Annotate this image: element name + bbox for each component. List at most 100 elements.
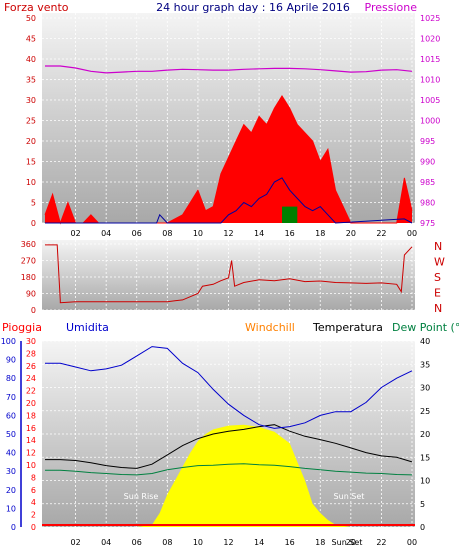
- wind-tick-label: 35: [26, 76, 36, 85]
- humidity-tick-label: 70: [6, 393, 16, 402]
- direction-tick-label: 0: [31, 306, 36, 315]
- wind-tick-label: 25: [26, 117, 36, 126]
- time-tick-label: 22: [376, 538, 386, 547]
- time-tick-label: 16: [285, 538, 295, 547]
- time-tick-label: 06: [132, 538, 142, 547]
- rain-tick-label: 14: [26, 436, 36, 445]
- humidity-tick-label: 50: [6, 430, 16, 439]
- time-tick-label: 20: [346, 229, 356, 238]
- temperature-tick-label: 20: [420, 430, 430, 439]
- dewpoint-line: [45, 463, 413, 476]
- pressure-tick-label: 1020: [420, 35, 440, 44]
- time-tick-label: 20: [346, 538, 356, 547]
- pressure-tick-label: 1000: [420, 117, 440, 126]
- rain-tick-label: 28: [26, 349, 36, 358]
- wind-tick-label: 30: [26, 96, 36, 105]
- rain-tick-label: 0: [31, 523, 36, 532]
- temperature-tick-label: 15: [420, 453, 430, 462]
- wind-calm-bar: [282, 206, 298, 223]
- time-tick-label: 00: [407, 229, 417, 238]
- time-tick-label: 00: [407, 538, 417, 547]
- humidity-tick-label: 10: [6, 504, 16, 513]
- wind-tick-label: 15: [26, 158, 36, 167]
- wind-tick-label: 5: [31, 199, 36, 208]
- rain-tick-label: 10: [26, 461, 36, 470]
- compass-label: N: [434, 240, 442, 253]
- direction-line: [45, 244, 413, 304]
- humidity-tick-label: 90: [6, 356, 16, 365]
- time-tick-label: 18: [315, 229, 325, 238]
- pressure-tick-label: 980: [420, 199, 435, 208]
- direction-tick-label: 270: [21, 257, 36, 266]
- wind-speed-area: [45, 95, 412, 223]
- direction-tick-label: 360: [21, 240, 36, 249]
- direction-tick-label: 180: [21, 273, 36, 282]
- pressure-line: [45, 65, 413, 74]
- temperature-axis-ticks: 0 5 10 15 20 25 30 35 40: [420, 337, 430, 532]
- temperature-tick-label: 35: [420, 360, 430, 369]
- pressure-tick-label: 1005: [420, 96, 440, 105]
- windchill-legend: Windchill: [245, 321, 295, 334]
- time-tick-label: 14: [254, 229, 264, 238]
- wind-tick-label: 45: [26, 35, 36, 44]
- temperature-series: [42, 346, 415, 527]
- wind-tick-label: 20: [26, 137, 36, 146]
- time-tick-label: 14: [254, 538, 264, 547]
- humidity-tick-label: 0: [11, 523, 16, 532]
- direction-series: [45, 244, 413, 304]
- rain-tick-label: 22: [26, 387, 36, 396]
- compass-label: W: [434, 256, 445, 269]
- time-tick-label: 16: [285, 229, 295, 238]
- humidity-line: [45, 346, 413, 429]
- compass-label: N: [434, 302, 442, 315]
- temperature-tick-label: 25: [420, 407, 430, 416]
- rain-tick-label: 4: [31, 498, 36, 507]
- temperature-tick-label: 10: [420, 477, 430, 486]
- time-tick-label: 08: [162, 538, 172, 547]
- temperature-legend: Temperatura: [312, 321, 383, 334]
- time-tick-label: 22: [376, 229, 386, 238]
- time-axis-top: 02 04 06 08 10 12 14 16 18 20 22 00: [70, 229, 417, 238]
- humidity-tick-label: 100: [1, 337, 16, 346]
- temperature-line: [45, 424, 413, 469]
- wind-tick-label: 40: [26, 55, 36, 64]
- rain-tick-label: 30: [26, 337, 36, 346]
- wind-tick-label: 0: [31, 219, 36, 228]
- rain-tick-label: 20: [26, 399, 36, 408]
- pressure-tick-label: 995: [420, 137, 435, 146]
- time-tick-label: 04: [101, 538, 111, 547]
- pressure-tick-label: 1025: [420, 14, 440, 23]
- time-tick-label: 04: [101, 229, 111, 238]
- compass-label: E: [434, 287, 441, 300]
- rain-tick-label: 24: [26, 374, 36, 383]
- direction-tick-label: 90: [26, 290, 36, 299]
- direction-panel-bg: [42, 240, 415, 310]
- time-tick-label: 02: [70, 538, 80, 547]
- rain-tick-label: 12: [26, 449, 36, 458]
- humidity-tick-label: 60: [6, 411, 16, 420]
- sun-set-axis-label: Sun Set: [332, 538, 363, 547]
- chart-title: 24 hour graph day : 16 Aprile 2016: [156, 1, 350, 14]
- temperature-tick-label: 40: [420, 337, 430, 346]
- sun-set-label: Sun Set: [334, 492, 365, 501]
- rain-tick-label: 26: [26, 362, 36, 371]
- temperature-tick-label: 5: [420, 500, 425, 509]
- humidity-tick-label: 20: [6, 486, 16, 495]
- rain-tick-label: 16: [26, 424, 36, 433]
- pressure-tick-label: 975: [420, 219, 435, 228]
- time-tick-label: 06: [132, 229, 142, 238]
- time-axis-bottom: 02 04 06 08 10 12 14 16 18 20 22 00: [70, 538, 417, 547]
- temperature-tick-label: 0: [420, 523, 425, 532]
- wind-tick-label: 10: [26, 178, 36, 187]
- pressure-tick-label: 1015: [420, 55, 440, 64]
- humidity-axis-ticks: 0 10 20 30 40 50 60 70 80 90 100: [1, 337, 22, 532]
- pressure-tick-label: 1010: [420, 76, 440, 85]
- humidity-tick-label: 30: [6, 467, 16, 476]
- rain-tick-label: 2: [31, 511, 36, 520]
- wind-speed-line: [44, 94, 413, 225]
- wind-pressure-series: [44, 65, 413, 225]
- pressure-tick-label: 990: [420, 158, 435, 167]
